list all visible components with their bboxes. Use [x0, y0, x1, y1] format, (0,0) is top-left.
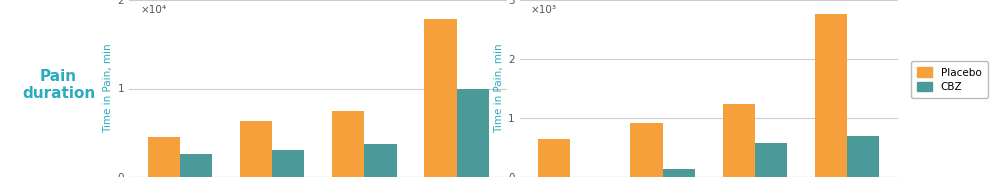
Bar: [424, 19, 457, 177]
Bar: [755, 143, 787, 177]
Bar: [457, 89, 489, 177]
Text: Pain
duration: Pain duration: [22, 69, 95, 101]
Bar: [538, 139, 570, 177]
Text: ×10³: ×10³: [531, 5, 557, 15]
Legend: Placebo, CBZ: Placebo, CBZ: [911, 61, 988, 98]
Bar: [723, 104, 755, 177]
Bar: [240, 121, 272, 177]
Bar: [180, 154, 212, 177]
Bar: [364, 144, 397, 177]
Bar: [332, 111, 364, 177]
Y-axis label: Time in Pain, min: Time in Pain, min: [103, 44, 113, 133]
Bar: [148, 137, 180, 177]
Y-axis label: Time in Pain, min: Time in Pain, min: [494, 44, 504, 133]
Bar: [663, 169, 695, 177]
Bar: [815, 14, 847, 177]
Bar: [272, 150, 304, 177]
Text: ×10⁴: ×10⁴: [141, 5, 167, 15]
Bar: [630, 123, 663, 177]
Bar: [847, 136, 879, 177]
